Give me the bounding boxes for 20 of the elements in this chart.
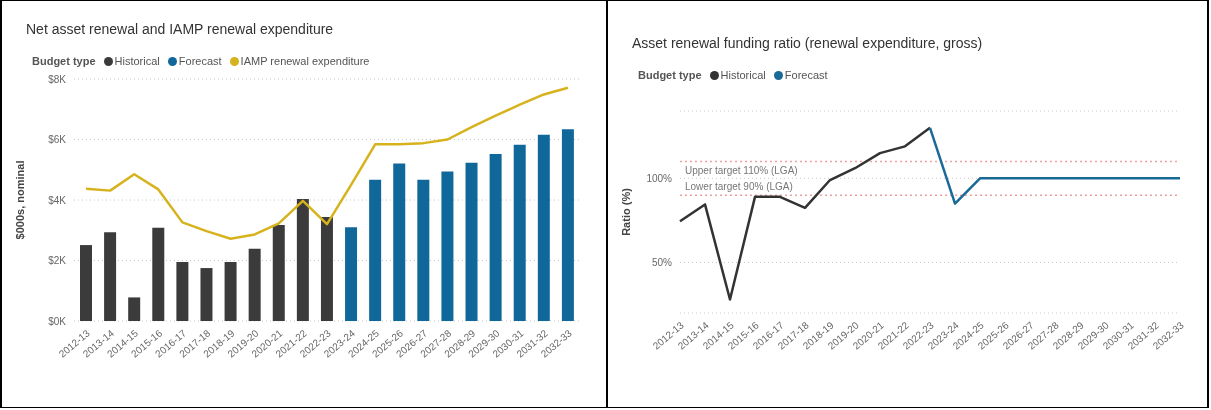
legend-label: Forecast: [783, 69, 828, 81]
y-tick-label: $6K: [48, 134, 67, 146]
y-tick-label: $2K: [48, 255, 67, 267]
legend-label: Historical: [719, 69, 766, 81]
y-tick-label: 100%: [646, 172, 673, 184]
y-tick-label: $0K: [48, 315, 67, 327]
ref-line-label: Upper target 110% (LGA): [685, 164, 798, 176]
chart-title: Asset renewal funding ratio (renewal expenditure, gross): [631, 34, 984, 53]
legend-label: Forecast: [177, 55, 222, 67]
y-axis-title: $000s, nominal: [13, 160, 26, 240]
legend-label: IAMP renewal expenditure: [239, 55, 370, 67]
chart-title: Net asset renewal and IAMP renewal expenditure: [25, 20, 335, 39]
legend-label: Historical: [113, 55, 160, 67]
y-tick-label: 50%: [651, 257, 673, 269]
y-axis-title: Ratio (%): [619, 187, 632, 236]
y-tick-label: $4K: [48, 194, 67, 206]
legend-title: Budget type: [32, 55, 96, 67]
legend-title: Budget type: [638, 69, 702, 81]
ref-line-label: Lower target 90% (LGA): [685, 181, 793, 193]
y-tick-label: $8K: [48, 73, 67, 85]
